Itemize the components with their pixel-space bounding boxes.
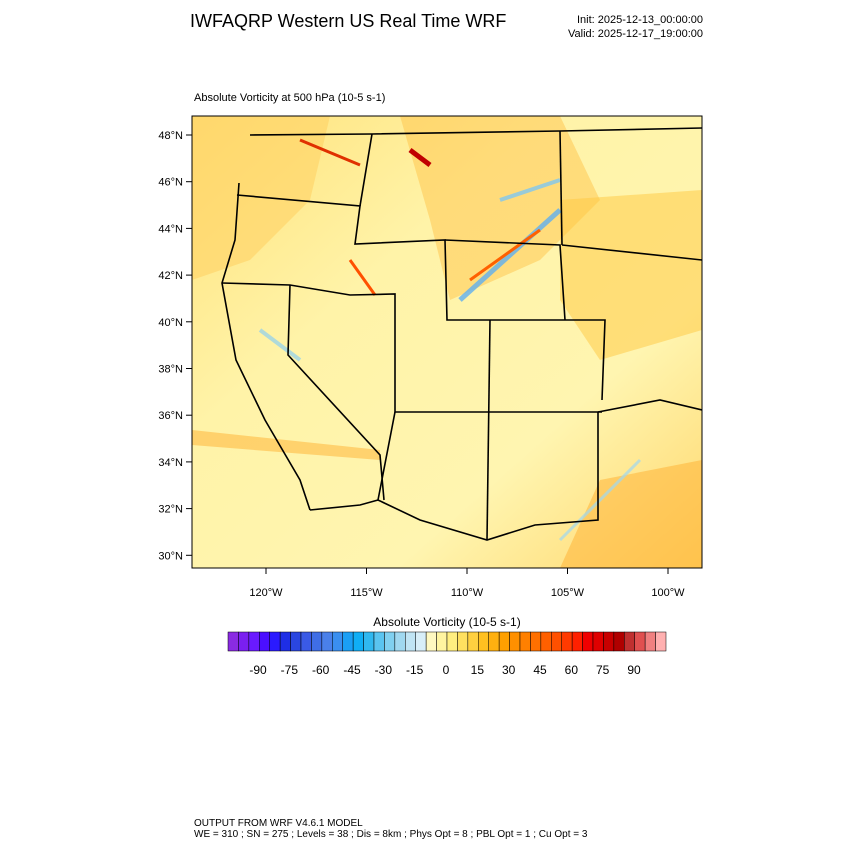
colorbar-box bbox=[446, 631, 458, 652]
colorbar-labels: -90 -75 -60 -45 -30 -15 0 15 30 45 60 75 90 bbox=[249, 663, 641, 677]
lat-label: 38°N bbox=[158, 364, 183, 376]
lat-label: 40°N bbox=[158, 317, 183, 329]
colorbar-tick-label: 0 bbox=[443, 663, 450, 677]
field-streak bbox=[258, 328, 302, 362]
colorbar-box bbox=[498, 631, 510, 652]
lon-label: 110°W bbox=[451, 587, 484, 599]
footer-line: OUTPUT FROM WRF V4.6.1 MODEL bbox=[194, 818, 363, 829]
footer-line: WE = 310 ; SN = 275 ; Levels = 38 ; Dis … bbox=[194, 829, 588, 840]
init-time: Init: 2025-12-13_00:00:00 bbox=[577, 14, 703, 26]
colorbar-box bbox=[551, 631, 562, 652]
colorbar-box bbox=[478, 631, 489, 652]
colorbar-box bbox=[311, 631, 323, 652]
colorbar-tick-label: 30 bbox=[502, 663, 516, 677]
colorbar-box bbox=[373, 631, 385, 652]
colorbar-box bbox=[603, 631, 615, 652]
colorbar-box bbox=[248, 631, 260, 652]
lat-label: 30°N bbox=[158, 550, 183, 562]
field-streak bbox=[192, 430, 380, 460]
colorbar-box bbox=[509, 631, 521, 652]
colorbar-box bbox=[561, 631, 573, 652]
state-borders bbox=[221, 127, 702, 541]
colorbar-box bbox=[238, 631, 250, 652]
lat-label: 48°N bbox=[158, 130, 183, 142]
title: IWFAQRP Western US Real Time WRF bbox=[190, 11, 506, 31]
valid-time: Valid: 2025-12-17_19:00:00 bbox=[568, 28, 703, 40]
lat-label: 32°N bbox=[158, 504, 183, 516]
colorbar-box bbox=[457, 631, 469, 652]
lat-label: 44°N bbox=[158, 223, 183, 235]
colorbar-box bbox=[321, 631, 333, 652]
map-field bbox=[192, 116, 702, 568]
field-streak bbox=[469, 228, 541, 282]
lon-label: 100°W bbox=[651, 587, 685, 599]
colorbar-box bbox=[540, 631, 552, 652]
map-frame bbox=[191, 115, 703, 569]
field-patch bbox=[192, 116, 330, 280]
colorbar-box bbox=[279, 631, 291, 652]
colorbar-box bbox=[384, 631, 396, 652]
colorbar-box bbox=[571, 631, 583, 652]
colorbar-box bbox=[394, 631, 406, 652]
colorbar-box bbox=[290, 631, 302, 652]
colorbar-box bbox=[655, 631, 667, 652]
colorbar-box bbox=[425, 631, 437, 652]
lat-label: 46°N bbox=[158, 177, 183, 189]
colorbar-box bbox=[488, 631, 500, 652]
colorbar-box bbox=[332, 631, 343, 652]
colorbar-box bbox=[415, 631, 427, 652]
field-streak bbox=[348, 259, 377, 296]
lat-label: 34°N bbox=[158, 457, 183, 469]
lon-labels: 120°W 115°W 110°W 105°W 100°W bbox=[249, 568, 685, 599]
field-patch bbox=[560, 190, 702, 360]
field-patch bbox=[400, 116, 600, 300]
field-patch bbox=[560, 460, 702, 568]
colorbar-box bbox=[582, 631, 594, 652]
field-streak bbox=[408, 148, 432, 167]
lat-label: 36°N bbox=[158, 410, 183, 422]
colorbar-box bbox=[644, 631, 656, 652]
colorbar-tick-label: -30 bbox=[375, 663, 393, 677]
field-streak bbox=[499, 178, 561, 202]
colorbar-box bbox=[634, 631, 646, 652]
field-streak bbox=[558, 458, 642, 542]
colorbar-tick-label: 15 bbox=[471, 663, 485, 677]
field-streak bbox=[458, 208, 562, 302]
colorbar-box bbox=[259, 631, 270, 652]
colorbar-box bbox=[342, 631, 354, 652]
colorbar-tick-label: 60 bbox=[565, 663, 579, 677]
lat-label: 42°N bbox=[158, 270, 183, 282]
colorbar-title: Absolute Vorticity (10-5 s-1) bbox=[373, 615, 520, 629]
colorbar-tick-label: 90 bbox=[627, 663, 641, 677]
colorbar-box bbox=[227, 631, 239, 652]
colorbar-tick-label: 75 bbox=[596, 663, 610, 677]
colorbar-box bbox=[300, 631, 312, 652]
colorbar-box bbox=[436, 631, 448, 652]
colorbar-box bbox=[405, 631, 416, 652]
colorbar-box bbox=[269, 631, 281, 652]
colorbar-tick-label: -45 bbox=[343, 663, 361, 677]
colorbar-tick-label: -15 bbox=[406, 663, 424, 677]
colorbar-box bbox=[592, 631, 604, 652]
colorbar-box bbox=[530, 631, 542, 652]
colorbar-box bbox=[363, 631, 375, 652]
field-streak bbox=[299, 138, 361, 167]
colorbar-box bbox=[613, 631, 625, 652]
lat-labels: 48°N 46°N 44°N 42°N 40°N 38°N 36°N 34°N 32°N 30°N bbox=[158, 130, 192, 562]
lon-label: 115°W bbox=[350, 587, 383, 599]
colorbar-box bbox=[519, 631, 531, 652]
colorbar-tick-label: 45 bbox=[533, 663, 547, 677]
lon-label: 105°W bbox=[551, 587, 585, 599]
lon-label: 120°W bbox=[249, 587, 283, 599]
colorbar-box bbox=[352, 631, 364, 652]
colorbar-tick-label: -75 bbox=[281, 663, 299, 677]
colorbar bbox=[227, 631, 667, 652]
colorbar-box bbox=[467, 631, 479, 652]
colorbar-tick-label: -90 bbox=[249, 663, 267, 677]
map-subtitle: Absolute Vorticity at 500 hPa (10-5 s-1) bbox=[194, 92, 385, 104]
colorbar-tick-label: -60 bbox=[312, 663, 330, 677]
colorbar-box bbox=[624, 631, 635, 652]
